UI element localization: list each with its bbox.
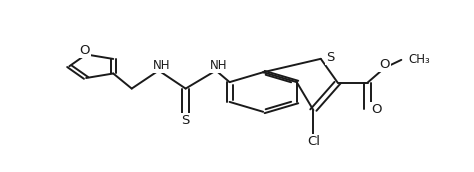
Text: O: O [379, 58, 390, 71]
Text: S: S [182, 114, 190, 127]
Text: Cl: Cl [307, 135, 320, 148]
Text: NH: NH [153, 59, 170, 72]
Text: NH: NH [210, 59, 228, 72]
Text: CH₃: CH₃ [409, 53, 430, 66]
Text: O: O [371, 103, 381, 116]
Text: S: S [326, 51, 334, 64]
Text: O: O [79, 44, 90, 57]
